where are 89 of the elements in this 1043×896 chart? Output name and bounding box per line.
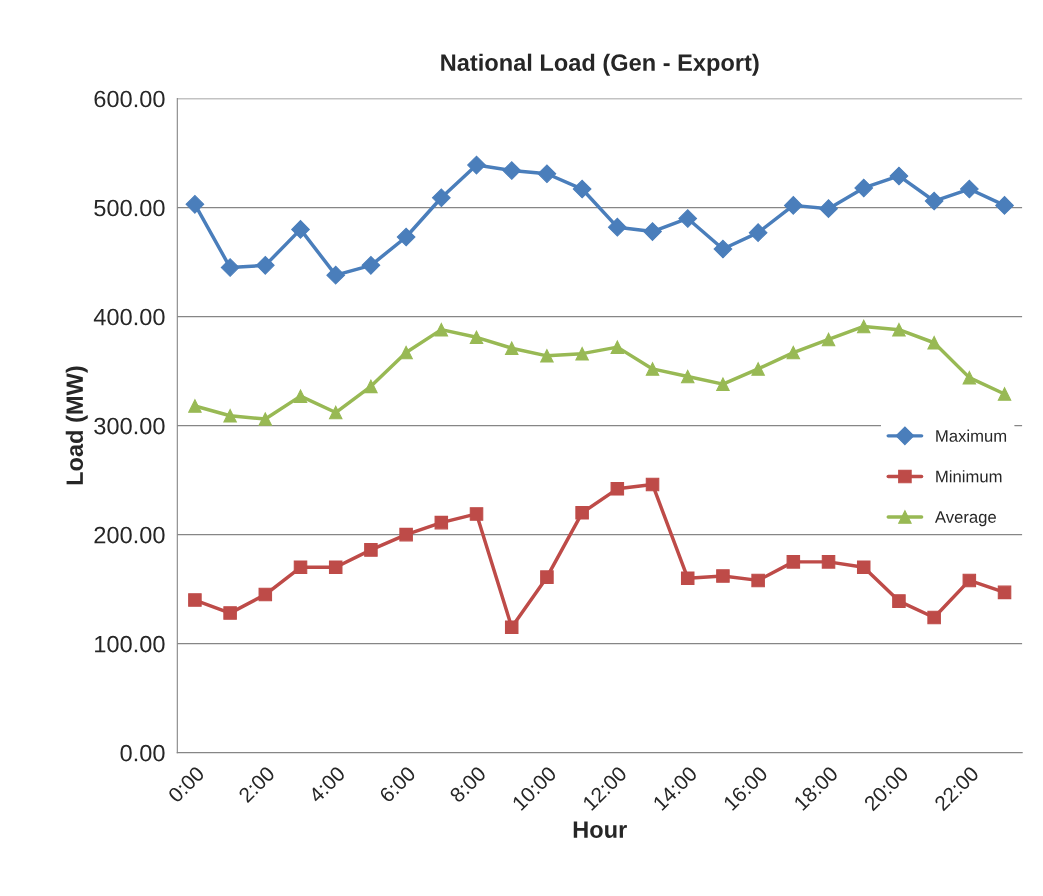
point <box>716 569 730 583</box>
point <box>469 330 484 345</box>
point <box>856 560 871 575</box>
point <box>995 196 1014 215</box>
point <box>924 191 944 211</box>
point <box>997 585 1012 600</box>
point <box>783 196 803 215</box>
point <box>396 227 416 247</box>
point <box>819 199 838 219</box>
x-axis-title: Hour <box>573 821 627 838</box>
point <box>575 506 589 520</box>
y-tick-label: 500.00 <box>94 199 165 217</box>
point <box>959 179 979 199</box>
chart-title: National Load (Gen - Export) <box>441 53 759 76</box>
point <box>821 332 836 347</box>
point <box>680 571 695 585</box>
point <box>540 349 554 363</box>
point <box>431 188 451 208</box>
point <box>713 239 733 259</box>
legend-label: Minimum <box>936 470 1002 483</box>
y-tick-label: 100.00 <box>95 635 165 653</box>
point <box>610 482 625 496</box>
point <box>643 222 662 241</box>
point <box>854 178 874 198</box>
point <box>645 362 660 376</box>
point <box>188 399 202 413</box>
y-axis-title: Load (MW) <box>65 366 88 485</box>
point <box>748 223 768 242</box>
point <box>361 255 381 275</box>
point <box>997 387 1012 401</box>
point <box>469 507 484 521</box>
point <box>223 409 237 423</box>
y-tick-label: 300.00 <box>94 417 165 435</box>
point <box>399 345 413 360</box>
point <box>434 515 449 530</box>
point <box>537 164 557 184</box>
legend-label: Average <box>934 511 996 527</box>
point <box>502 161 522 180</box>
x-tick-label: 8:00 <box>448 765 487 804</box>
y-tick-label: 400.00 <box>93 308 165 326</box>
point <box>786 345 801 360</box>
point <box>786 555 801 569</box>
point <box>258 412 273 426</box>
point <box>751 362 765 376</box>
x-tick-label: 0:00 <box>167 765 206 804</box>
point <box>678 209 698 228</box>
x-tick-label: 6:00 <box>378 765 417 804</box>
point <box>927 335 941 350</box>
y-tick-label: 600.00 <box>94 90 165 108</box>
point <box>645 477 660 492</box>
point <box>364 543 378 557</box>
point <box>962 370 977 385</box>
point <box>328 560 343 575</box>
point <box>889 166 909 186</box>
point <box>680 369 695 384</box>
point <box>927 610 941 625</box>
point <box>364 379 378 394</box>
y-tick-label: 0.00 <box>120 744 165 762</box>
point <box>607 217 627 237</box>
point <box>504 620 519 635</box>
legend-label: Maximum <box>936 429 1007 442</box>
point <box>540 570 554 584</box>
point <box>821 555 836 569</box>
point <box>572 179 592 199</box>
point <box>328 405 343 420</box>
point <box>291 220 310 239</box>
point <box>399 527 413 542</box>
point <box>220 258 240 277</box>
point <box>716 377 730 391</box>
point <box>575 346 589 361</box>
point <box>258 587 273 602</box>
point <box>185 194 205 214</box>
point <box>255 255 275 275</box>
point <box>293 389 308 403</box>
point <box>326 265 346 285</box>
point <box>504 341 519 355</box>
point <box>856 319 871 334</box>
point <box>892 594 906 608</box>
point <box>751 573 765 588</box>
point <box>892 322 906 337</box>
point <box>962 573 977 588</box>
x-tick-label: 4:00 <box>307 765 346 804</box>
point <box>188 593 202 607</box>
point <box>610 340 625 354</box>
point <box>223 606 237 620</box>
point <box>467 155 486 175</box>
point <box>293 560 308 575</box>
y-tick-label: 200.00 <box>94 526 165 544</box>
point <box>434 322 449 337</box>
